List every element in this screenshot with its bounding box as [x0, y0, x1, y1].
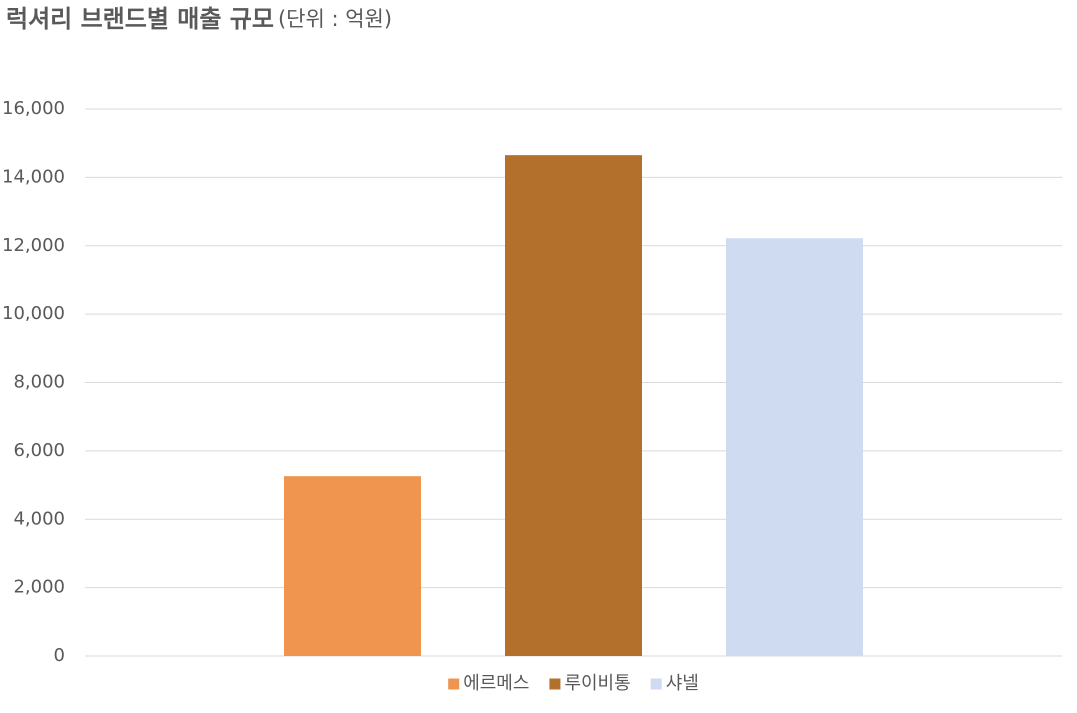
y-tick-label: 2,000	[13, 577, 65, 598]
legend-swatch	[650, 678, 662, 690]
y-tick-label: 16,000	[2, 98, 65, 119]
legend-label: 샤넬	[666, 673, 699, 694]
y-tick-label: 10,000	[2, 303, 65, 324]
y-tick-label: 8,000	[13, 372, 65, 393]
legend-label: 루이비통	[564, 673, 630, 694]
legend-item: 샤넬	[650, 673, 699, 694]
bar	[284, 476, 421, 656]
y-tick-label: 14,000	[2, 166, 65, 187]
legend-label: 에르메스	[463, 673, 529, 694]
y-tick-label: 12,000	[2, 235, 65, 256]
y-tick-label: 0	[54, 645, 65, 666]
chart-title: 럭셔리 브랜드별 매출 규모	[6, 5, 274, 33]
y-tick-label: 6,000	[13, 440, 65, 461]
y-tick-label: 4,000	[13, 508, 65, 529]
legend-item: 에르메스	[448, 673, 529, 694]
legend-swatch	[549, 678, 561, 690]
chart-subtitle: (단위 : 억원)	[278, 7, 392, 31]
bar	[726, 238, 863, 656]
legend-item: 루이비통	[549, 673, 631, 694]
bar	[505, 155, 642, 656]
legend-swatch	[448, 678, 460, 690]
